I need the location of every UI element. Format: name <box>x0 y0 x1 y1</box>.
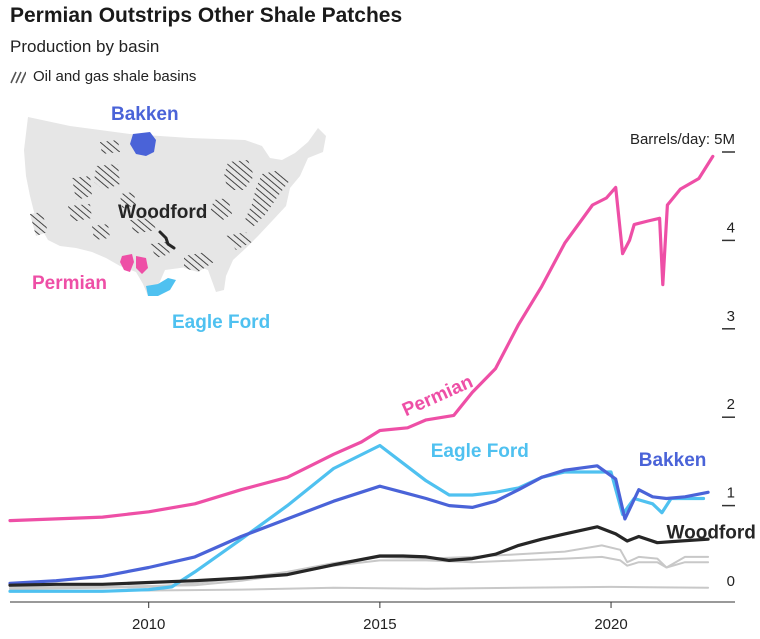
series-line-other-4 <box>9 555 710 588</box>
series-lines <box>8 154 715 593</box>
series-label-eagle-ford: Eagle Ford <box>431 441 529 462</box>
y-tick-label: Barrels/day: 5M <box>630 131 735 148</box>
legend-label: Oil and gas shale basins <box>33 68 197 85</box>
basin-san-juan <box>92 224 110 240</box>
basin-green-river <box>72 176 92 200</box>
series-line-other-6 <box>9 585 710 592</box>
basin-ft-worth <box>150 242 170 258</box>
map-label-eagle-ford: Eagle Ford <box>172 312 270 333</box>
y-tick-label: 0 <box>727 573 735 590</box>
us-map-outline <box>24 117 326 296</box>
series-label-bakken: Bakken <box>639 450 707 471</box>
basin-california <box>30 212 48 236</box>
series-line-other-5 <box>9 544 710 590</box>
basin-uinta <box>68 204 92 222</box>
basin-illinois <box>210 198 232 222</box>
basin-permian <box>120 254 148 274</box>
basin-williston-west <box>100 140 120 154</box>
series-line-woodford <box>8 525 710 587</box>
series-line-permian <box>8 154 715 523</box>
y-tick-label: 4 <box>727 219 735 236</box>
y-tick-label: 2 <box>727 396 735 413</box>
series-labels: Permian Eagle Ford Bakken Woodford <box>399 371 756 543</box>
basin-eagle-ford <box>146 278 176 296</box>
basin-powder-river <box>94 164 120 190</box>
x-tick-label: 2015 <box>363 616 396 633</box>
legend: Oil and gas shale basins <box>10 68 196 85</box>
x-axis: 2010 2015 2020 <box>132 602 628 633</box>
shale-basins <box>30 140 290 272</box>
us-map: Bakken Woodford Permian Eagle Ford <box>24 104 326 333</box>
map-label-bakken: Bakken <box>111 104 179 125</box>
chart-title: Permian Outstrips Other Shale Patches <box>10 4 403 27</box>
basin-michigan <box>224 160 254 190</box>
series-label-permian: Permian <box>399 371 476 421</box>
basin-appalachian <box>244 170 290 228</box>
basin-anadarko <box>130 218 156 234</box>
hatch-swatch-icon <box>10 71 26 83</box>
y-tick-label: 3 <box>727 308 735 325</box>
series-line-bakken <box>8 464 710 585</box>
series-label-woodford: Woodford <box>667 522 756 543</box>
x-tick-label: 2010 <box>132 616 165 633</box>
basin-black-warrior <box>226 232 252 250</box>
basin-denver <box>120 192 136 208</box>
basin-bakken <box>130 132 156 156</box>
map-label-woodford: Woodford <box>118 202 207 223</box>
y-tick-label: 1 <box>727 485 735 502</box>
basin-woodford <box>158 230 176 250</box>
y-axis: 0 1 2 3 4 Barrels/day: 5M <box>630 131 735 590</box>
basin-gulf-haynesville <box>184 252 214 272</box>
chart-subtitle: Production by basin <box>10 37 160 56</box>
x-tick-label: 2020 <box>594 616 627 633</box>
map-label-permian: Permian <box>32 273 107 294</box>
